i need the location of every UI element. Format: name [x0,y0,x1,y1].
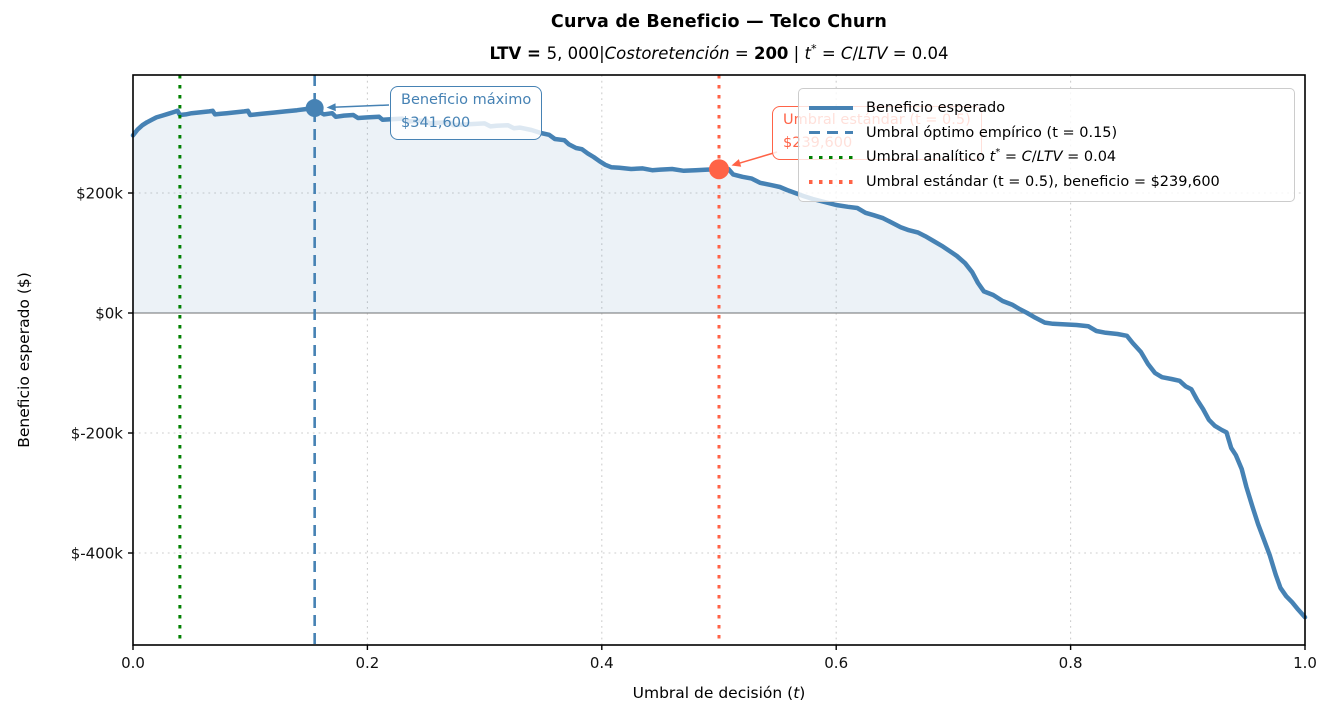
text-segment: Costoretención [604,44,730,63]
legend-label: Umbral estándar (t = 0.5), beneficio = $… [866,173,1220,190]
x-tick-label: 0.4 [590,654,614,672]
text-segment: * [810,42,817,56]
annotation-max-line1: Beneficio máximo [401,92,532,108]
text-segment: 5, 000 [546,44,600,63]
marker-max-dot [305,99,324,118]
text-segment: * [995,147,1001,159]
x-tick-label: 0.6 [824,654,848,672]
text-segment: t [793,684,800,702]
x-tick-label: 1.0 [1293,654,1317,672]
legend-entry-analytic-threshold: Umbral analítico t* = C/LTV = 0.04 [809,145,1284,169]
text-segment: = [1000,149,1022,166]
y-tick-label: $-200k [71,425,124,443]
text-segment: = 0.04 [887,44,949,63]
text-segment: / [852,44,858,63]
x-axis-label: Umbral de decisión (t) [133,684,1305,702]
legend-label: Umbral analítico t* = C/LTV = 0.04 [866,147,1117,166]
text-segment: LTV [858,44,888,63]
legend-entry-optimal-threshold: Umbral óptimo empírico (t = 0.15) [809,121,1284,145]
text-segment: = [729,44,754,63]
y-tick-label: $200k [76,185,123,203]
legend-sample-dotted-line-green [809,155,853,159]
text-segment: C [840,44,853,63]
x-tick-label: 0.0 [121,654,145,672]
y-tick-label: $-400k [71,545,124,563]
marker-standard-dot [709,159,729,180]
profit-curve [130,105,1308,620]
x-tick-label: 0.8 [1059,654,1083,672]
plot-border [132,74,1306,646]
text-segment: | [599,44,605,63]
text-segment: LTV [1036,149,1063,166]
y-axis-label: Beneficio esperado ($) [15,272,33,448]
x-tick-label: 0.2 [355,654,379,672]
text-segment: t [804,44,811,63]
text-segment: | [788,44,805,63]
legend-label: Beneficio esperado [866,100,1006,116]
legend-label: Umbral óptimo empírico (t = 0.15) [866,124,1118,141]
annotation-max-profit: Beneficio máximo $341,600 [390,86,543,140]
legend-entry-standard-threshold: Umbral estándar (t = 0.5), beneficio = $… [809,170,1284,194]
chart-subtitle: LTV = 5, 000|Costoretención = 200 | t* =… [103,42,1335,63]
legend-sample-dotted-line-red [809,180,853,184]
text-segment: Umbral analítico [866,149,990,166]
annotation-arrowhead-standard [731,159,742,167]
legend-sample-solid-line [809,105,853,111]
annotation-arrow-max [332,104,390,109]
chart-title: Curva de Beneficio — Telco Churn [550,12,888,32]
text-segment: C [1021,149,1032,166]
text-segment: = 0.04 [1062,149,1117,166]
text-segment: / [1031,149,1037,166]
text-segment: Umbral de decisión ( [632,684,794,702]
text-segment: = [816,44,841,63]
legend-entry-profit: Beneficio esperado [809,96,1284,120]
legend: Beneficio esperado Umbral óptimo empíric… [798,88,1295,202]
legend-sample-dashed-line [809,131,853,135]
annotation-arrow-standard [736,151,778,165]
text-segment: 200 [753,44,789,63]
annotation-arrowhead-max [326,103,336,112]
text-segment: LTV = [489,44,547,63]
text-segment: t [989,149,996,166]
profit-area-fill [133,108,1028,313]
y-tick-label: $0k [95,305,123,323]
text-segment: ) [799,684,806,702]
annotation-max-line2: $341,600 [401,115,471,131]
